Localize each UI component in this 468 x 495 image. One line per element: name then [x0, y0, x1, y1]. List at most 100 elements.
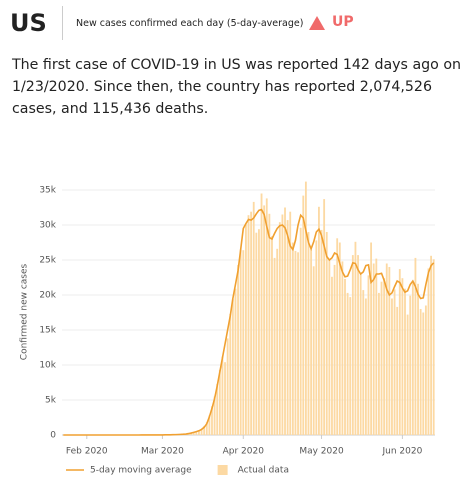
bar: [396, 306, 399, 435]
bar: [195, 431, 198, 435]
bar: [380, 281, 383, 435]
bar: [398, 269, 401, 435]
y-axis-label: Confirmed new cases: [20, 263, 30, 360]
bar: [234, 288, 237, 435]
bar: [375, 258, 378, 435]
country-title: US: [10, 9, 47, 37]
bar: [391, 298, 393, 435]
y-tick-label: 15k: [39, 326, 56, 336]
bar: [260, 193, 263, 435]
bar: [271, 236, 273, 435]
bar: [349, 297, 352, 435]
bar: [231, 299, 234, 435]
bar: [307, 232, 310, 435]
bar: [216, 383, 219, 435]
bar: [338, 242, 341, 435]
bar: [211, 406, 213, 435]
bar: [318, 206, 320, 435]
bar: [192, 432, 195, 435]
y-tick-label: 35k: [39, 186, 56, 196]
bar: [417, 283, 419, 435]
y-tick-label: 5k: [45, 396, 57, 406]
bar: [333, 264, 336, 435]
bar: [424, 305, 427, 435]
bar: [344, 278, 346, 435]
y-tick-label: 10k: [39, 361, 56, 371]
bar: [289, 211, 292, 435]
bar: [265, 198, 268, 435]
bar: [205, 422, 208, 435]
bar: [383, 278, 386, 435]
bar: [354, 241, 357, 435]
bar: [229, 313, 232, 435]
bar: [385, 263, 388, 435]
bar: [312, 266, 315, 435]
bar: [200, 429, 203, 435]
y-tick-label: 0: [50, 431, 56, 441]
bar: [414, 257, 417, 435]
bar: [411, 281, 414, 435]
summary: The first case of COVID-19 in US was rep…: [12, 57, 462, 117]
bar: [224, 362, 226, 435]
bar: [294, 250, 297, 435]
separator: [62, 6, 63, 40]
bar: [406, 314, 409, 435]
bar: [404, 288, 406, 435]
bar: [432, 259, 435, 435]
bar: [346, 292, 349, 435]
bar: [323, 199, 326, 435]
bar: [341, 261, 344, 435]
bar: [302, 195, 305, 435]
bar: [291, 242, 294, 435]
bar: [336, 238, 339, 435]
subtitle: New cases confirmed each day (5-day-aver…: [76, 18, 304, 29]
bar: [237, 264, 239, 435]
y-tick-label: 20k: [39, 291, 56, 301]
bar: [409, 295, 412, 435]
bar: [310, 249, 313, 435]
bar: [213, 396, 216, 435]
bar: [388, 267, 391, 435]
bar: [208, 415, 211, 435]
x-tick-label: May 2020: [299, 447, 344, 457]
legend-swatch: [217, 465, 228, 475]
bar: [244, 224, 247, 435]
bar: [255, 232, 258, 435]
bar: [331, 276, 333, 435]
legend-label: 5-day moving average: [90, 466, 192, 476]
bar: [430, 255, 433, 435]
bar: [357, 255, 359, 435]
bar: [419, 309, 422, 435]
y-tick-label: 25k: [39, 256, 56, 266]
line: [63, 208, 435, 436]
bar: [252, 201, 255, 435]
bar: [258, 229, 260, 435]
bar: [203, 425, 206, 435]
bar: [263, 205, 266, 435]
bar: [378, 292, 380, 435]
bar: [221, 356, 224, 435]
y-tick-label: 30k: [39, 221, 56, 231]
bar: [284, 207, 286, 435]
trend-label: UP: [332, 14, 354, 30]
x-tick-label: Mar 2020: [141, 447, 184, 457]
bar: [273, 257, 276, 435]
bar: [299, 227, 302, 435]
bar: [281, 214, 284, 435]
bar: [370, 242, 373, 435]
x-tick-label: Apr 2020: [223, 447, 265, 457]
bar: [393, 289, 396, 435]
bar: [304, 181, 307, 435]
bar: [278, 222, 281, 435]
bar: [239, 249, 242, 435]
x-tick-label: Jun 2020: [381, 447, 422, 457]
bar: [362, 290, 365, 435]
bar: [268, 213, 271, 435]
bar: [250, 211, 253, 435]
header: US New cases confirmed each day (5-day-a…: [0, 0, 468, 50]
bar: [198, 430, 200, 435]
bar: [367, 275, 370, 435]
x-tick-label: Feb 2020: [66, 447, 108, 457]
bar: [364, 298, 367, 435]
